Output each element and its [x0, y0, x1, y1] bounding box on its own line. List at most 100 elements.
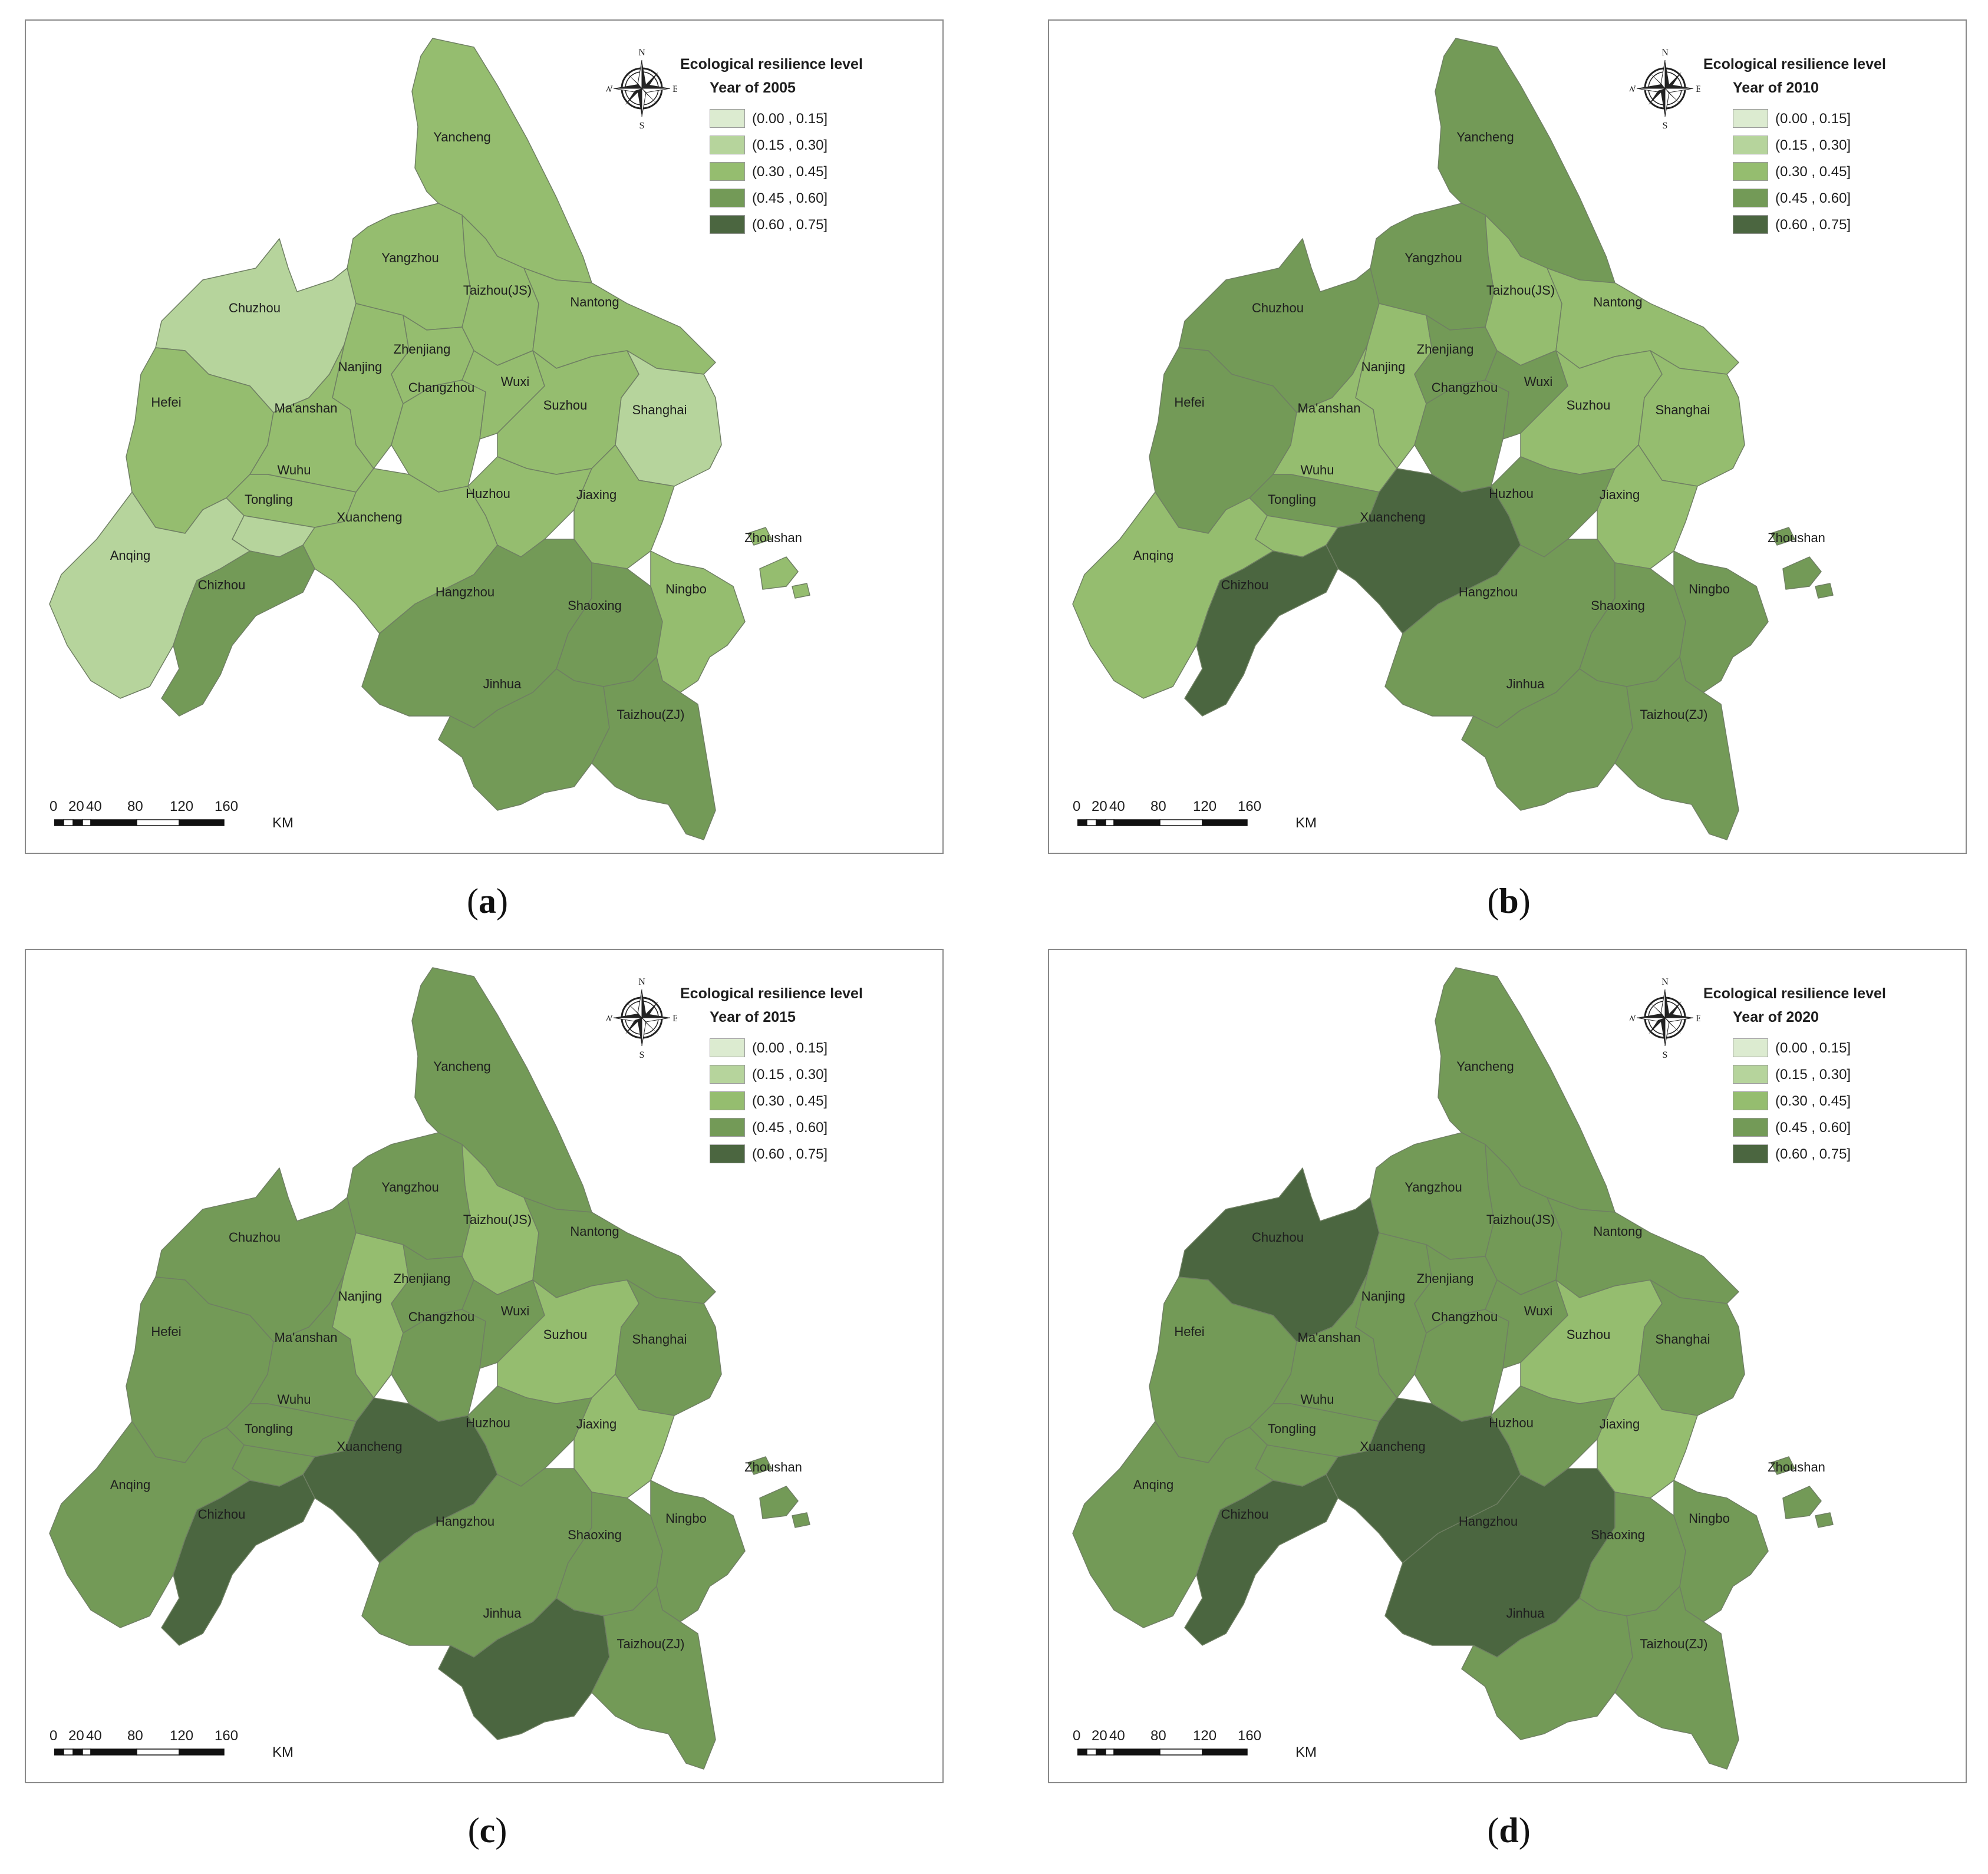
region-shanghai — [615, 350, 722, 487]
city-label: Chuzhou — [1252, 1230, 1304, 1245]
legend-label: (0.60 , 0.75] — [1775, 217, 1851, 233]
scale-tick-label: 80 — [127, 1728, 143, 1744]
compass-s-label: S — [639, 1050, 645, 1059]
city-label: Anqing — [110, 548, 151, 563]
scale-tick-label: 80 — [1150, 799, 1166, 814]
city-label: Jinhua — [483, 677, 522, 691]
city-label: Ma'anshan — [275, 401, 338, 415]
legend-label: (0.45 , 0.60] — [752, 1120, 828, 1136]
city-label: Taizhou(ZJ) — [1640, 707, 1708, 722]
city-label: Shaoxing — [1591, 1527, 1645, 1542]
map-panel-b: Yancheng Yangzhou Taizhou(JS) Nantong Chuzho… — [1048, 19, 1967, 854]
city-label: Jiaxing — [1600, 487, 1640, 502]
scale-tick-label: 80 — [127, 799, 143, 814]
legend-item: (0.00 , 0.15] — [1733, 109, 1945, 129]
compass-rose-icon: N S W E — [604, 977, 678, 1060]
legend-item: (0.45 , 0.60] — [710, 1118, 922, 1138]
city-label: Huzhou — [1489, 486, 1534, 501]
region-chizhou — [161, 1474, 315, 1646]
scale-tick-label: 120 — [170, 799, 194, 814]
caption-letter: c — [479, 1811, 496, 1850]
city-label: Taizhou(ZJ) — [617, 1637, 685, 1651]
legend-item: (0.45 , 0.60] — [710, 189, 922, 209]
city-label: Hefei — [1174, 1324, 1204, 1339]
city-label: Wuhu — [277, 463, 311, 477]
city-label: Shaoxing — [568, 1527, 622, 1542]
city-label: Ma'anshan — [275, 1330, 338, 1345]
legend-title: Ecological resilience level — [1703, 56, 1886, 72]
city-label: Xuancheng — [337, 1439, 402, 1454]
legend-swatch — [710, 189, 745, 207]
legend-swatch — [1733, 1144, 1768, 1163]
city-label: Nanjing — [338, 1289, 383, 1304]
region-map: Yancheng Yangzhou Taizhou(JS) Nantong Chuzho… — [1072, 38, 1834, 840]
city-label: Hangzhou — [1459, 585, 1518, 599]
scale-tick-label: 0 — [50, 799, 58, 814]
region-shanghai — [1638, 350, 1745, 487]
scale-tick-label: 120 — [1193, 1728, 1217, 1744]
city-label: Changzhou — [408, 380, 475, 395]
city-label: Nantong — [1593, 1224, 1642, 1239]
legend-swatch — [1733, 189, 1768, 207]
legend-label: (0.15 , 0.30] — [1775, 1067, 1851, 1083]
compass-w-label: W — [1630, 1014, 1636, 1024]
compass-w-label: W — [606, 1014, 613, 1024]
scale-tick-label: 20 — [1092, 799, 1107, 814]
city-label: Xuancheng — [337, 510, 402, 524]
compass-n-label: N — [638, 48, 645, 58]
scale-tick-label: 160 — [215, 1728, 239, 1744]
compass-s-label: S — [1663, 121, 1668, 130]
city-label: Wuxi — [501, 374, 530, 389]
city-label: Tongling — [245, 1421, 293, 1436]
city-label: Xuancheng — [1360, 510, 1425, 524]
legend-item: (0.60 , 0.75] — [1733, 1144, 1945, 1164]
legend-label: (0.60 , 0.75] — [1775, 1146, 1851, 1162]
legend-item: (0.00 , 0.15] — [710, 109, 922, 129]
city-label: Suzhou — [543, 1327, 588, 1342]
city-label: Hefei — [151, 1324, 181, 1339]
city-label: Taizhou(JS) — [463, 283, 532, 298]
legend-swatch — [1733, 162, 1768, 181]
city-label: Nantong — [570, 1224, 619, 1239]
legend-title: Ecological resilience level — [1703, 985, 1886, 1002]
legend-item: (0.60 , 0.75] — [710, 215, 922, 235]
compass-n-label: N — [638, 977, 645, 987]
region-ningbo — [1673, 550, 1769, 693]
city-label: Taizhou(ZJ) — [617, 707, 685, 722]
legend-label: (0.15 , 0.30] — [1775, 137, 1851, 153]
city-label: Wuxi — [501, 1304, 530, 1318]
city-label: Hangzhou — [1459, 1514, 1518, 1529]
legend-swatch — [710, 162, 745, 181]
city-label: Huzhou — [466, 486, 510, 501]
map-panel-d: Yancheng Yangzhou Taizhou(JS) Nantong Chuzho… — [1048, 949, 1967, 1783]
map-panel-a: Yancheng Yangzhou Taizhou(JS) Nantong Chuzho… — [25, 19, 944, 854]
city-label: Nanjing — [1361, 1289, 1406, 1304]
region-taizhou-zj- — [591, 1586, 716, 1770]
city-label: Chizhou — [198, 578, 246, 592]
city-label: Tongling — [245, 492, 293, 507]
region-map: Yancheng Yangzhou Taizhou(JS) Nantong Chuzho… — [49, 967, 810, 1770]
region-zhoushan — [747, 1456, 810, 1528]
legend-swatch — [710, 136, 745, 154]
compass-e-label: E — [672, 1014, 677, 1024]
city-label: Hangzhou — [436, 1514, 494, 1529]
scale-bar: 0 20 40 80 120 160 KM — [50, 1728, 309, 1769]
legend-label: (0.15 , 0.30] — [752, 1067, 828, 1083]
city-label: Taizhou(JS) — [1486, 1212, 1555, 1227]
legend-item: (0.00 , 0.15] — [1733, 1038, 1945, 1058]
scale-tick-label: 160 — [1238, 799, 1262, 814]
legend-swatch — [710, 1091, 745, 1110]
legend-label: (0.45 , 0.60] — [1775, 190, 1851, 206]
scale-tick-label: 160 — [1238, 1728, 1262, 1744]
legend-title: Ecological resilience level — [680, 56, 863, 72]
city-label: Zhenjiang — [394, 1271, 451, 1286]
city-label: Huzhou — [466, 1416, 510, 1430]
city-label: Jiaxing — [576, 487, 616, 502]
legend-label: (0.30 , 0.45] — [752, 1093, 828, 1109]
legend-year: Year of 2020 — [1733, 1009, 1819, 1025]
legend-swatch — [1733, 1118, 1768, 1137]
city-label: Chuzhou — [229, 1230, 281, 1245]
city-label: Taizhou(JS) — [1486, 283, 1555, 298]
city-label: Ma'anshan — [1298, 1330, 1361, 1345]
city-label: Chizhou — [1221, 1507, 1269, 1522]
